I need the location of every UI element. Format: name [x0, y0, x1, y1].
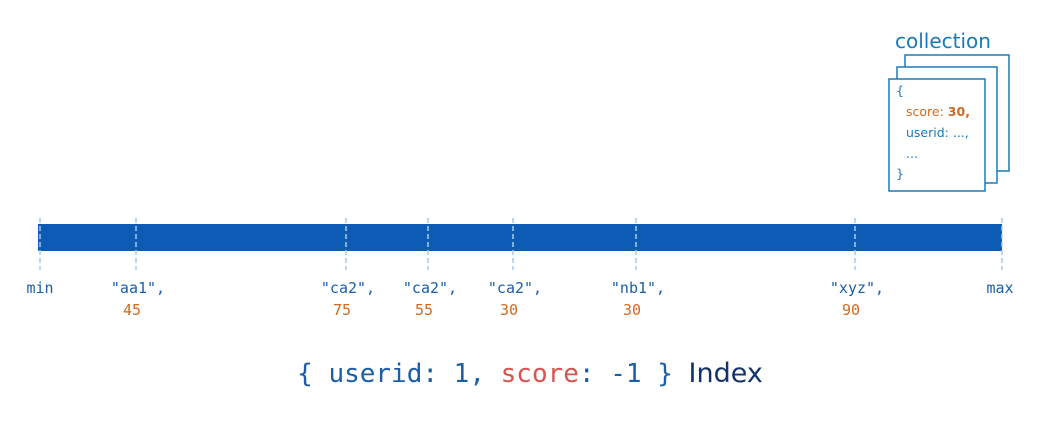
caption-field: userid: — [328, 359, 438, 389]
caption: { userid: 1, score: -1 } Index — [297, 358, 763, 389]
caption-order: 1, — [454, 359, 485, 389]
caption-order: -1 — [610, 359, 641, 389]
index-max: max — [986, 279, 1013, 297]
entry-key: "nb1", — [611, 279, 665, 297]
entry-score: 90 — [842, 301, 860, 319]
score-key: score: — [906, 104, 944, 119]
entry-score: 75 — [333, 301, 351, 319]
caption-close: } — [657, 359, 673, 389]
collection-title: collection — [895, 29, 991, 53]
caption-field: score — [501, 359, 579, 389]
caption-open: { — [297, 359, 313, 389]
entry-score: 55 — [415, 301, 433, 319]
entry-score: 30 — [623, 301, 641, 319]
entry-key: "ca2", — [403, 279, 457, 297]
entry-score: 30 — [500, 301, 518, 319]
doc-ellipsis: ... — [906, 146, 918, 161]
doc-close: } — [896, 166, 904, 181]
index-min: min — [26, 279, 53, 297]
doc-open: { — [896, 83, 904, 98]
entry-key: "ca2", — [488, 279, 542, 297]
doc-userid: userid: ..., — [906, 125, 969, 140]
document-page — [888, 78, 986, 192]
caption-label: Index — [689, 358, 763, 389]
entry-key: "xyz", — [830, 279, 884, 297]
index-bar — [38, 224, 1002, 251]
entry-score: 45 — [123, 301, 141, 319]
entry-key: "ca2", — [321, 279, 375, 297]
entry-key: "aa1", — [111, 279, 165, 297]
caption-colon: : — [579, 359, 595, 389]
index-ticks: min max "aa1", 45 "ca2", 75 "ca2", 55 "ca2", 30 "n… — [26, 218, 1014, 319]
doc-score: score: 30, — [906, 104, 970, 119]
score-value: 30, — [948, 104, 970, 119]
